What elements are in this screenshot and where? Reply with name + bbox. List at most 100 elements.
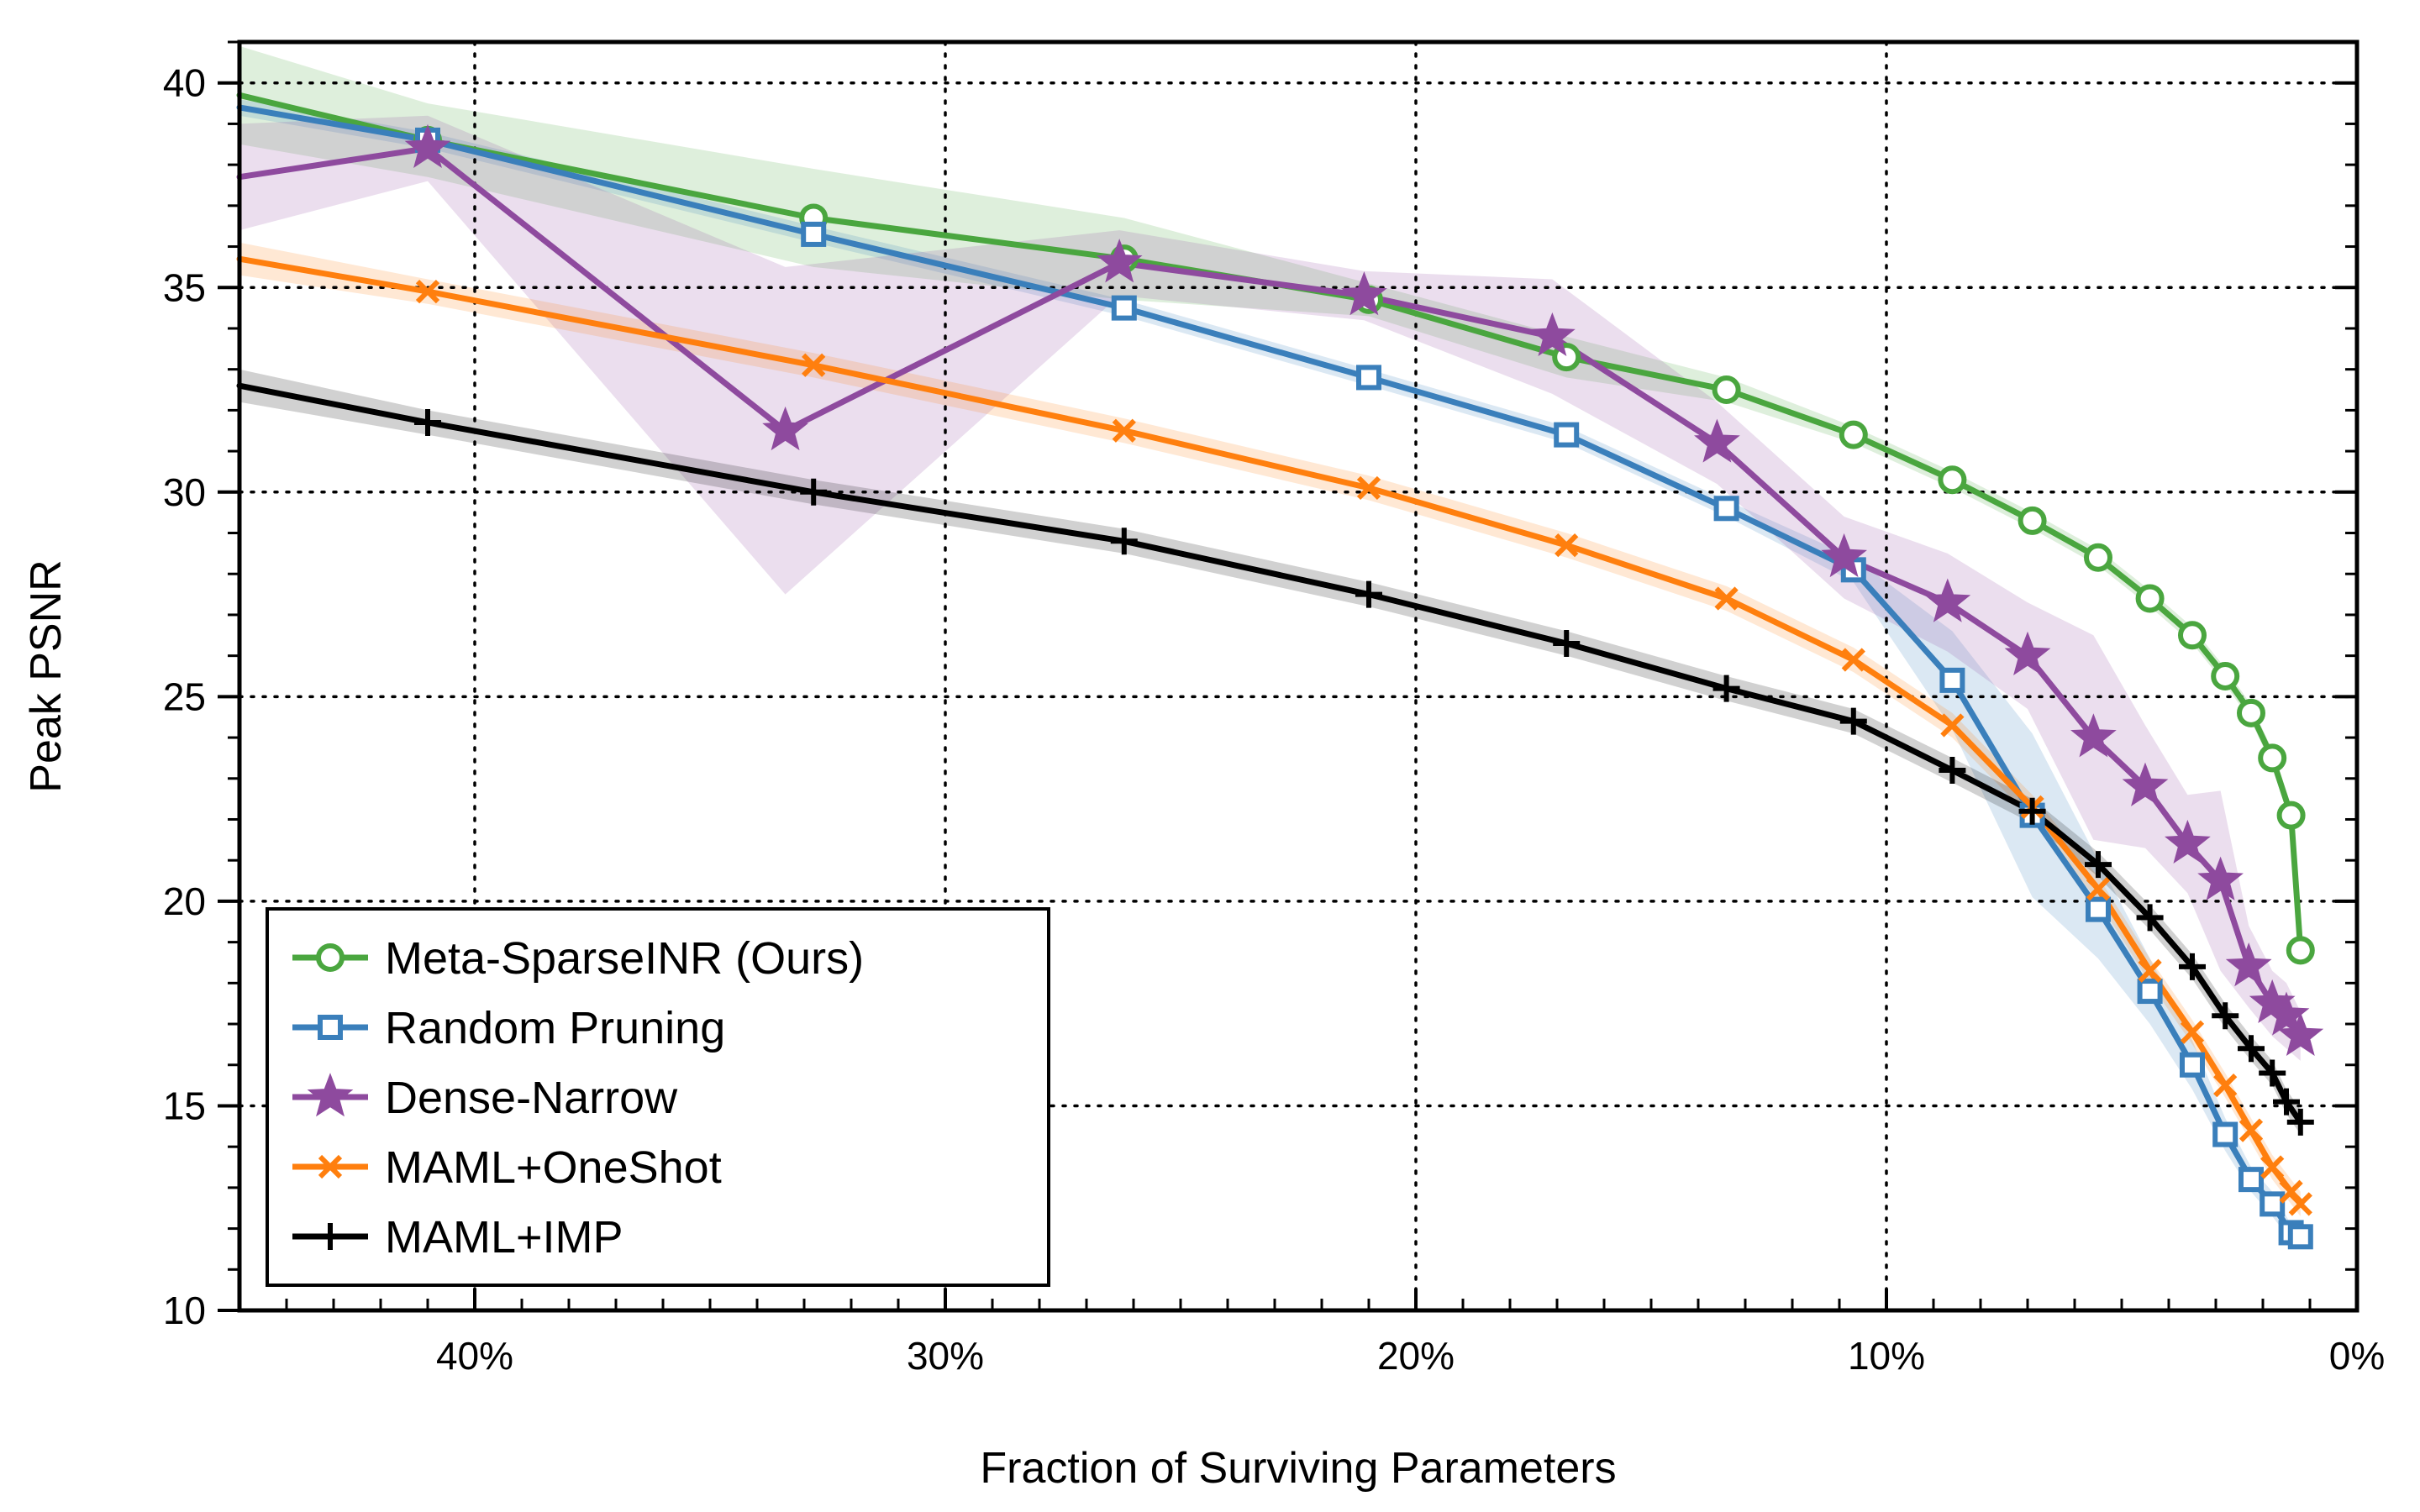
data-point-maml-imp xyxy=(2212,1002,2239,1030)
data-point-random-pruning xyxy=(801,221,827,247)
y-axis-label: Peak PSNR xyxy=(22,559,71,792)
data-point-random-pruning xyxy=(2137,979,2163,1005)
data-point-maml-imp xyxy=(2018,797,2046,825)
data-point-maml-imp xyxy=(1110,528,1138,555)
legend-box xyxy=(266,907,1050,1287)
x-axis-label: Fraction of Surviving Parameters xyxy=(980,1444,1616,1493)
data-point-maml-oneshot xyxy=(1112,418,1136,443)
legend-marker-maml-oneshot xyxy=(318,1154,343,1179)
data-point-meta-sparseinr-ours xyxy=(1839,420,1868,449)
data-point-maml-oneshot xyxy=(1841,648,1865,672)
y-tick-label: 35 xyxy=(163,265,206,309)
data-point-meta-sparseinr-ours xyxy=(2276,801,2306,830)
y-tick-label: 25 xyxy=(163,675,206,718)
legend-entry-random-pruning: Random Pruning xyxy=(385,1003,725,1053)
data-point-random-pruning xyxy=(2212,1121,2238,1147)
data-point-meta-sparseinr-ours xyxy=(1938,465,1967,495)
data-point-random-pruning xyxy=(2287,1224,2313,1250)
data-point-maml-oneshot xyxy=(2086,877,2111,901)
data-point-meta-sparseinr-ours xyxy=(2178,621,2207,650)
data-point-dense-narrow xyxy=(2277,1011,2324,1056)
data-point-dense-narrow xyxy=(2197,856,2244,900)
legend-marker-meta-sparseinr-ours xyxy=(316,943,345,972)
y-tick-label: 15 xyxy=(163,1084,206,1127)
data-point-dense-narrow xyxy=(1924,578,1971,622)
data-point-meta-sparseinr-ours xyxy=(1712,375,1741,405)
plot-frame xyxy=(237,39,2360,1313)
data-point-maml-imp xyxy=(2085,851,2112,879)
data-point-maml-imp xyxy=(1553,630,1581,658)
data-point-maml-oneshot xyxy=(802,353,826,377)
data-point-random-pruning xyxy=(2180,1052,2205,1078)
data-point-maml-oneshot xyxy=(415,280,440,304)
data-point-meta-sparseinr-ours xyxy=(2286,936,2315,965)
legend-entry-dense-narrow: Dense-Narrow xyxy=(385,1073,678,1123)
data-point-maml-imp xyxy=(2238,1035,2265,1063)
y-tick-label: 30 xyxy=(163,470,206,514)
legend-label-maml-imp: MAML+IMP xyxy=(385,1212,623,1263)
band-meta-sparseinr-ours xyxy=(239,45,2301,959)
data-point-maml-oneshot xyxy=(2213,1073,2238,1098)
y-tick-label: 20 xyxy=(163,879,206,923)
data-point-random-pruning xyxy=(1713,496,1739,522)
data-point-maml-oneshot xyxy=(1555,533,1579,558)
data-point-meta-sparseinr-ours xyxy=(2135,584,2165,613)
data-point-dense-narrow xyxy=(2225,942,2272,987)
data-point-dense-narrow xyxy=(2165,819,2211,864)
legend-marker-dense-narrow xyxy=(307,1073,354,1117)
data-point-dense-narrow xyxy=(404,123,451,168)
data-point-maml-oneshot xyxy=(2288,1192,2312,1216)
data-point-dense-narrow xyxy=(1341,271,1387,316)
data-point-dense-narrow xyxy=(2070,713,2117,758)
legend-markers xyxy=(292,943,368,1250)
x-tick-label: 0% xyxy=(2329,1334,2385,1378)
data-point-random-pruning xyxy=(1554,422,1580,448)
data-point-maml-oneshot xyxy=(2180,1020,2205,1044)
data-point-random-pruning xyxy=(2238,1167,2264,1193)
x-tick-label: 40% xyxy=(436,1334,513,1378)
legend-marker-maml-imp xyxy=(317,1223,344,1250)
series-line-maml-imp xyxy=(236,382,2304,1126)
data-point-random-pruning xyxy=(2086,896,2111,922)
data-point-maml-imp xyxy=(414,409,441,436)
x-tick-label: 30% xyxy=(907,1334,984,1378)
legend-entry-maml-oneshot: MAML+OneShot xyxy=(385,1142,722,1193)
data-point-dense-narrow xyxy=(1096,239,1143,283)
data-point-maml-imp xyxy=(1355,580,1382,608)
data-point-maml-imp xyxy=(2136,904,2164,932)
data-point-maml-oneshot xyxy=(2238,1118,2264,1142)
data-point-maml-imp xyxy=(2286,1108,2314,1136)
legend-label-meta-sparseinr: Meta-SparseINR (Ours) xyxy=(385,933,864,984)
legend-entry-maml-imp: MAML+IMP xyxy=(385,1212,623,1263)
data-point-random-pruning xyxy=(1111,295,1137,321)
data-point-maml-imp xyxy=(2259,1059,2286,1087)
grid-lines xyxy=(238,40,2359,1312)
data-point-maml-imp xyxy=(2179,953,2206,980)
data-point-maml-imp xyxy=(800,478,828,506)
x-tick-label: 10% xyxy=(1848,1334,1925,1378)
data-point-meta-sparseinr-ours xyxy=(2237,698,2265,727)
legend-label-maml-oneshot: MAML+OneShot xyxy=(385,1142,722,1193)
data-point-maml-oneshot xyxy=(1940,713,1965,738)
y-tick-label: 40 xyxy=(163,61,206,105)
legend: Meta-SparseINR (Ours) Random Pruning Den… xyxy=(266,907,1050,1287)
data-point-meta-sparseinr-ours xyxy=(2084,543,2112,572)
data-point-dense-narrow xyxy=(2263,991,2310,1036)
data-point-meta-sparseinr-ours xyxy=(2018,506,2047,535)
data-point-dense-narrow xyxy=(762,406,808,451)
y-tick-label: 10 xyxy=(163,1289,206,1332)
series-markers xyxy=(404,123,2324,1250)
data-point-meta-sparseinr-ours xyxy=(2258,743,2287,773)
data-point-maml-imp xyxy=(1939,757,1966,785)
axes: 40% 30% 20% 10% 0% 10 15 20 25 30 35 40 xyxy=(163,40,2385,1378)
data-point-maml-oneshot xyxy=(2138,958,2162,983)
legend-label-dense-narrow: Dense-Narrow xyxy=(385,1073,678,1123)
data-point-random-pruning xyxy=(1356,365,1381,391)
data-point-maml-oneshot xyxy=(2260,1155,2285,1179)
data-point-meta-sparseinr-ours xyxy=(2211,662,2240,690)
legend-marker-random-pruning xyxy=(318,1015,343,1040)
data-point-dense-narrow xyxy=(1821,533,1867,578)
data-point-random-pruning xyxy=(1939,667,1965,693)
data-point-maml-imp xyxy=(1839,707,1867,735)
